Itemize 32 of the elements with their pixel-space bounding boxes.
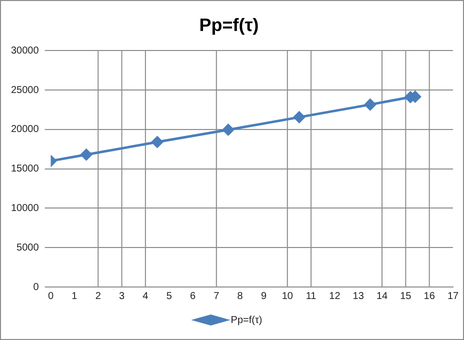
x-tick-label: 0 bbox=[48, 290, 54, 302]
x-tick-label: 4 bbox=[142, 290, 149, 302]
x-tick-label: 6 bbox=[190, 290, 196, 302]
x-tick-label: 13 bbox=[352, 290, 364, 302]
chart-title: Pp=f(τ) bbox=[199, 14, 259, 35]
x-tick-label: 2 bbox=[95, 290, 102, 302]
x-tick-label: 14 bbox=[376, 290, 388, 302]
x-tick-label: 8 bbox=[237, 290, 244, 302]
y-tick-label: 20000 bbox=[10, 124, 40, 136]
point bbox=[293, 111, 305, 123]
y-tick-label: 30000 bbox=[10, 45, 40, 56]
x-tick-label: 16 bbox=[424, 290, 436, 302]
x-tick-label: 17 bbox=[447, 290, 459, 302]
y-tick-label: 0 bbox=[33, 282, 40, 293]
legend-label: Pp=f(τ) bbox=[230, 314, 262, 326]
x-tick-label: 3 bbox=[119, 290, 125, 302]
x-tick-label: 1 bbox=[72, 290, 78, 302]
point bbox=[364, 98, 376, 110]
point bbox=[222, 124, 234, 136]
x-tick-label: 9 bbox=[260, 290, 267, 302]
x-tick-label: 5 bbox=[166, 290, 172, 302]
y-tick-label: 10000 bbox=[10, 202, 40, 214]
y-tick-label: 5000 bbox=[16, 242, 40, 254]
y-tick-label: 25000 bbox=[10, 84, 40, 96]
x-tick-label: 12 bbox=[329, 290, 341, 302]
x-tick-label: 7 bbox=[214, 290, 220, 302]
x-tick-label: 15 bbox=[400, 290, 412, 302]
point bbox=[152, 136, 164, 148]
point bbox=[80, 148, 92, 160]
x-tick-label: 11 bbox=[306, 290, 317, 302]
y-tick-label: 15000 bbox=[10, 164, 40, 175]
x-tick-label: 10 bbox=[282, 290, 294, 302]
